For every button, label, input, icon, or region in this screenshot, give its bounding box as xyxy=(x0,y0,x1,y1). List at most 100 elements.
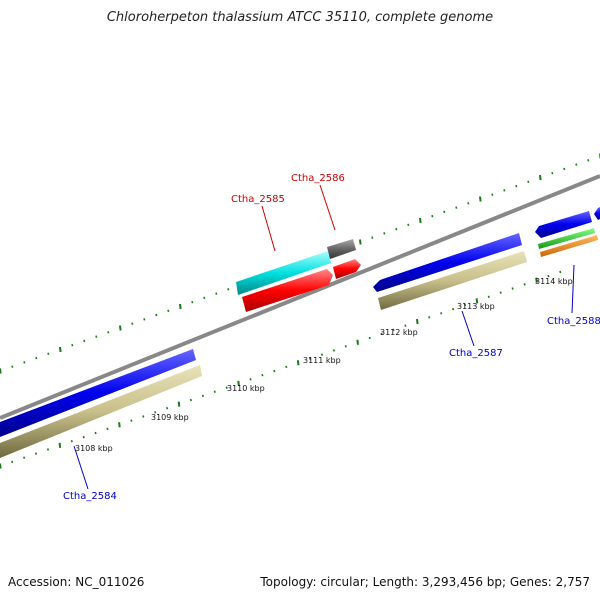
ruler-tick xyxy=(511,287,514,290)
ruler-tick xyxy=(535,277,538,283)
ruler-tick xyxy=(463,303,467,307)
ruler-tick xyxy=(273,369,276,373)
scale-label: 3112 kbp xyxy=(380,328,418,337)
leader-ctha-2585 xyxy=(261,205,276,252)
ruler-tick xyxy=(455,206,458,209)
ruler-tick xyxy=(371,236,374,239)
ruler-tick xyxy=(237,380,240,387)
ruler-tick xyxy=(215,292,218,295)
genome-backbone xyxy=(0,174,600,420)
ruler-tick xyxy=(395,227,398,231)
ruler-tick xyxy=(443,210,446,214)
ruler-tick xyxy=(527,180,530,184)
ruler-tick xyxy=(107,331,110,334)
ruler-tick xyxy=(35,356,38,360)
ruler-tick xyxy=(452,307,455,311)
ruler-tick xyxy=(131,322,134,325)
ruler-tick xyxy=(142,415,145,418)
scale-label: 3110 kbp xyxy=(227,384,265,393)
ruler-tick xyxy=(491,193,494,196)
label-ctha-2584[interactable]: Ctha_2584 xyxy=(63,491,117,502)
ruler-tick xyxy=(320,353,324,356)
ruler-tick xyxy=(419,217,422,224)
label-ctha-2587[interactable]: Ctha_2587 xyxy=(449,348,503,359)
ruler-tick xyxy=(380,332,383,336)
ruler-tick xyxy=(563,167,566,171)
ruler-tick xyxy=(130,419,133,422)
gene-ctha-2584-blue xyxy=(0,349,196,437)
ruler-tick xyxy=(143,318,146,321)
ruler-tick xyxy=(431,214,434,218)
ruler-tick xyxy=(499,291,502,294)
ruler-tick xyxy=(82,435,85,439)
leader-ctha-2586 xyxy=(319,184,336,231)
gene-ctha-2585-cyan xyxy=(236,251,331,295)
ruler-tick xyxy=(404,324,407,327)
ruler-tick xyxy=(475,298,479,304)
ruler-tick xyxy=(440,312,443,315)
ruler-tick xyxy=(119,325,122,331)
ruler-tick xyxy=(416,318,419,325)
ruler-tick xyxy=(296,360,300,366)
ruler-tick xyxy=(479,196,482,202)
inner-tick-ruler xyxy=(0,270,562,469)
gene-next-blue xyxy=(594,207,600,220)
ruler-tick xyxy=(118,422,121,428)
ruler-tick xyxy=(225,386,228,389)
ruler-tick xyxy=(71,343,74,347)
ruler-tick xyxy=(70,439,73,443)
gene-ctha-2587-khaki xyxy=(378,251,527,310)
gene-ctha-2588-orange xyxy=(540,235,598,257)
gene-leader-lines xyxy=(73,184,575,490)
gene-ctha-2588-blue xyxy=(535,211,592,238)
ruler-tick xyxy=(177,401,181,407)
gene-ctha-2585[interactable] xyxy=(236,251,333,312)
gene-ctha-2585-cds xyxy=(242,269,333,312)
leader-ctha-2587 xyxy=(461,310,475,347)
ruler-tick xyxy=(34,452,38,455)
ruler-tick xyxy=(392,328,395,332)
ruler-tick xyxy=(11,365,14,368)
ruler-tick xyxy=(356,339,359,345)
gene-ctha-2586-cds xyxy=(333,259,361,279)
label-ctha-2585[interactable]: Ctha_2585 xyxy=(231,194,285,205)
ruler-tick xyxy=(332,349,335,352)
ruler-tick xyxy=(523,283,526,286)
ruler-tick xyxy=(11,460,14,464)
gene-ctha-2587[interactable] xyxy=(373,233,527,310)
ruler-tick xyxy=(249,378,252,381)
ruler-tick xyxy=(191,300,194,304)
scale-label: 3109 kbp xyxy=(151,413,189,422)
label-ctha-2586[interactable]: Ctha_2586 xyxy=(291,173,345,184)
topology-label: Topology: circular; Length: 3,293,456 bp… xyxy=(260,575,590,589)
ruler-tick xyxy=(0,368,2,374)
genome-title: Chloroherpeton thalassium ATCC 35110, co… xyxy=(106,10,494,25)
ruler-tick xyxy=(58,442,62,449)
ruler-tick xyxy=(285,365,288,369)
label-ctha-2588[interactable]: Ctha_2588 xyxy=(547,316,600,327)
gene-labels: Ctha_2584 Ctha_2585 Ctha_2586 Ctha_2587 … xyxy=(63,173,600,502)
ruler-tick xyxy=(213,390,216,393)
ruler-tick xyxy=(95,335,98,338)
ruler-tick xyxy=(539,174,542,181)
ruler-tick xyxy=(261,373,264,377)
gene-ctha-2584[interactable] xyxy=(0,349,202,458)
ruler-tick xyxy=(167,309,170,313)
gene-ctha-2586[interactable] xyxy=(327,239,361,279)
ruler-tick xyxy=(359,239,362,245)
ruler-tick xyxy=(383,232,386,235)
leader-ctha-2584 xyxy=(73,445,89,490)
accession-label: Accession: NC_011026 xyxy=(8,575,145,589)
ruler-tick xyxy=(23,456,26,459)
ruler-tick xyxy=(575,163,578,166)
ruler-tick xyxy=(0,463,2,469)
gene-ctha-2584-khaki xyxy=(0,365,202,458)
ruler-tick xyxy=(83,339,86,343)
ruler-tick xyxy=(503,189,506,192)
ruler-tick xyxy=(179,303,182,310)
gene-ctha-2588[interactable] xyxy=(535,207,600,257)
scale-label: 3113 kbp xyxy=(457,302,495,311)
ruler-tick xyxy=(106,427,109,431)
ruler-tick xyxy=(587,159,590,162)
